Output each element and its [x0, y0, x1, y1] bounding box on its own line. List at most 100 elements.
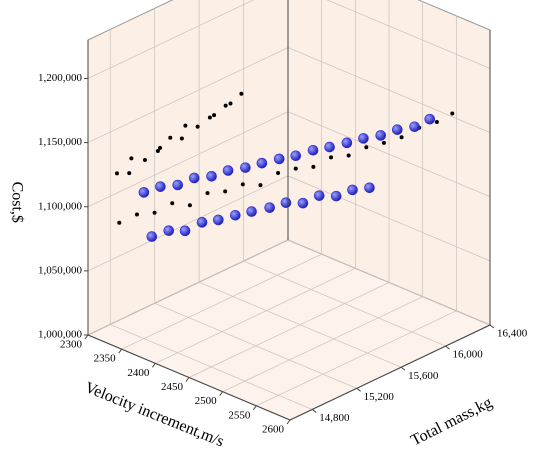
ball-point	[264, 202, 275, 213]
walls	[86, 0, 492, 421]
dot-point	[450, 111, 455, 116]
ball-point	[391, 124, 403, 135]
grid-line	[155, 268, 356, 364]
dot-point	[329, 155, 334, 160]
dot-point	[381, 140, 386, 145]
ball-point	[307, 144, 319, 156]
ball-point	[364, 182, 375, 194]
ball-point	[196, 217, 208, 228]
axis-edge	[87, 334, 291, 421]
x-tick-label: 2550	[228, 409, 251, 421]
ball-point	[138, 187, 150, 198]
grid-line	[87, 239, 289, 336]
z-tick-label: 1,200,000	[38, 72, 83, 84]
z-tick-label: 1,050,000	[38, 264, 83, 276]
dot-point	[129, 156, 134, 161]
dot-point	[187, 203, 192, 208]
ball-point	[155, 181, 166, 192]
tick-mark	[311, 409, 317, 413]
x-tick-label: 2450	[161, 381, 184, 393]
grid-line	[87, 47, 289, 143]
ball-point	[290, 150, 302, 162]
grid-line	[243, 260, 446, 347]
ball-point	[206, 171, 217, 182]
ball-point	[172, 179, 184, 191]
dot-point	[205, 191, 210, 196]
dot-point	[114, 171, 119, 176]
dot-point	[170, 201, 175, 206]
dot-point	[258, 183, 263, 188]
tick-mark	[219, 391, 224, 396]
grid-line	[198, 281, 402, 368]
ball-point	[188, 172, 200, 184]
tick-mark	[84, 334, 89, 340]
grid-line	[110, 324, 313, 410]
y-tick-label: 15,200	[364, 391, 395, 403]
dot-point	[158, 145, 163, 150]
ball-point	[256, 157, 268, 169]
tick-mark	[185, 377, 190, 382]
tick-mark	[445, 345, 450, 350]
dot-point	[134, 212, 139, 217]
y-tick-label: 16,000	[453, 349, 484, 361]
ball-point	[280, 197, 292, 209]
y-axis-title: Total mass,kg	[408, 394, 495, 449]
grid-line	[154, 303, 357, 389]
dot-point	[228, 101, 233, 106]
grid-line	[87, 111, 289, 208]
grid-line	[121, 253, 322, 350]
grid-line	[222, 296, 423, 392]
dot-point	[293, 166, 298, 171]
dot-point	[179, 136, 184, 141]
dot-point	[346, 153, 351, 158]
tick-mark	[286, 419, 291, 425]
dot-point	[117, 220, 122, 225]
x-axis-title: Velocity increment,m/s	[82, 379, 226, 449]
ball-point	[324, 141, 335, 153]
ball-point	[347, 184, 358, 196]
dot-point	[399, 135, 404, 140]
y-tick-label: 14,800	[319, 412, 350, 424]
z-tick-label: 1,100,000	[38, 200, 83, 212]
grid-line	[188, 282, 390, 378]
x-tick-label: 2300	[60, 339, 83, 351]
tick-mark	[400, 366, 406, 371]
grid-line	[87, 0, 255, 79]
grid-line	[256, 310, 457, 407]
ball-point	[163, 225, 175, 236]
dot-point	[207, 115, 212, 120]
ball-point	[222, 165, 234, 176]
dot-point	[212, 113, 217, 118]
y-tick-label: 16,400	[497, 328, 528, 340]
ball-point	[375, 130, 387, 141]
dot-point	[195, 124, 200, 129]
ball-point	[409, 121, 420, 133]
dot-point	[276, 171, 281, 176]
ball-point	[146, 231, 158, 242]
axis-edge	[289, 324, 491, 421]
dot-point	[155, 149, 160, 154]
tick-mark	[356, 387, 361, 392]
x-tick-label: 2400	[127, 367, 150, 379]
dot-point	[239, 91, 244, 96]
z-axis-title: Cost,$	[8, 182, 25, 223]
ball-point	[341, 137, 353, 149]
ball-point	[297, 197, 309, 209]
tick-mark	[151, 363, 156, 368]
ball-point	[213, 214, 224, 226]
dot-point	[311, 164, 316, 169]
dot-point	[168, 135, 173, 140]
ball-point	[358, 133, 369, 144]
grid-line	[287, 239, 491, 326]
dot-point	[364, 145, 369, 150]
tick-mark	[489, 324, 495, 329]
x-tick-label: 2350	[94, 353, 117, 365]
ball-point	[424, 113, 436, 125]
dot-point	[127, 171, 132, 176]
ball-point	[330, 190, 342, 202]
dot-point	[223, 103, 228, 108]
dot-point	[183, 123, 188, 128]
ball-point	[246, 206, 257, 217]
ball-point	[273, 153, 285, 165]
